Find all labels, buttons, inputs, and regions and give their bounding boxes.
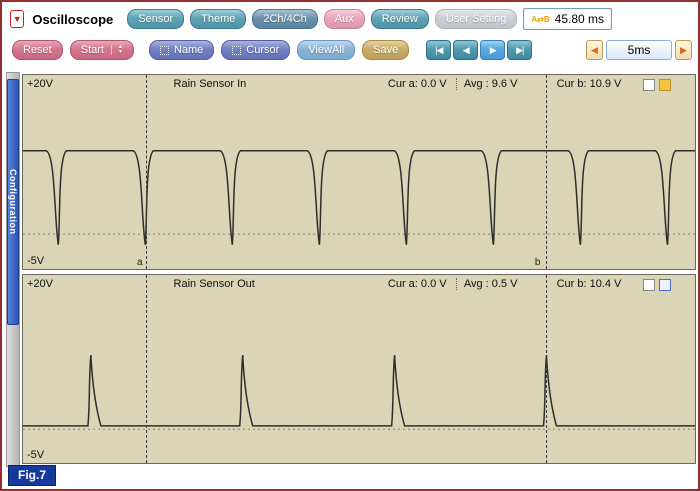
waveform-ch1	[23, 75, 695, 269]
start-button[interactable]: Start ▲▼	[70, 40, 134, 60]
oscilloscope-window: ▼ Oscilloscope Sensor Theme 2Ch/4Ch Aux …	[0, 0, 700, 491]
channel-1-cursor-a-reading: Cur a: 0.0 V	[388, 78, 447, 90]
channel-2-title: Rain Sensor Out	[174, 278, 255, 290]
app-logo-icon: ▼	[10, 10, 24, 28]
channel-1-checkbox[interactable]	[643, 79, 655, 91]
header-separator	[456, 78, 457, 90]
channel-1-average-reading: Avg : 9.6 V	[464, 78, 518, 90]
channel-mode-button[interactable]: 2Ch/4Ch	[252, 9, 317, 29]
header-separator	[456, 278, 457, 290]
user-setting-button[interactable]: User Setting	[435, 9, 518, 29]
logo-chevron-icon: ▼	[13, 15, 22, 24]
channel-1-top-voltage: +20V	[27, 78, 53, 90]
viewall-button[interactable]: ViewAll	[297, 40, 355, 60]
save-button[interactable]: Save	[362, 40, 409, 60]
step-back-button[interactable]: ◀	[453, 40, 478, 60]
name-button-label: Name	[174, 44, 203, 56]
channel-2-checkbox[interactable]	[643, 279, 655, 291]
play-forward-button[interactable]: ▶	[480, 40, 505, 60]
cursor-b-line[interactable]	[546, 275, 547, 463]
config-sidebar: Configuration	[6, 72, 20, 467]
channel-2-panel: +20V Rain Sensor Out Cur a: 0.0 V Avg : …	[22, 274, 696, 464]
channel-1-bottom-voltage: -5V	[27, 255, 44, 267]
cursor-time-value: 45.80 ms	[555, 12, 604, 26]
playback-controls: |◀ ◀ ▶ ▶|	[426, 40, 532, 60]
channel-2-top-voltage: +20V	[27, 278, 53, 290]
reset-button[interactable]: Reset	[12, 40, 63, 60]
waveform-trace	[23, 151, 695, 245]
control-toolbar: Reset Start ▲▼ Name Cursor ViewAll Save …	[12, 38, 692, 62]
cursor-time-readout: A⇄B 45.80 ms	[523, 8, 612, 30]
timebase-decrease-button[interactable]: ◀	[586, 40, 603, 60]
channel-1-title: Rain Sensor In	[174, 78, 247, 90]
cursor-button[interactable]: Cursor	[221, 40, 290, 60]
channel-1-cursor-b-reading: Cur b: 10.9 V	[557, 78, 622, 90]
app-title: Oscilloscope	[32, 12, 113, 27]
cursor-ab-delta-icon: A⇄B	[531, 15, 549, 24]
configuration-tab[interactable]: Configuration	[7, 79, 19, 325]
skip-to-start-button[interactable]: |◀	[426, 40, 451, 60]
top-toolbar: ▼ Oscilloscope Sensor Theme 2Ch/4Ch Aux …	[10, 6, 692, 32]
start-button-label: Start	[81, 44, 104, 56]
waveform-ch2	[23, 275, 695, 463]
configuration-tab-label: Configuration	[8, 169, 18, 235]
channel-1-active-indicator[interactable]	[659, 79, 671, 91]
cursor-a-line[interactable]	[146, 75, 147, 269]
channel-2-cursor-b-reading: Cur b: 10.4 V	[557, 278, 622, 290]
channel-2-average-reading: Avg : 0.5 V	[464, 278, 518, 290]
spinner-down-icon: ▼	[118, 50, 123, 55]
start-mode-spinner[interactable]: ▲▼	[111, 45, 123, 55]
channel-2-bottom-voltage: -5V	[27, 449, 44, 461]
timebase-increase-button[interactable]: ▶	[675, 40, 692, 60]
timebase-selector: ◀ 5ms ▶	[586, 40, 692, 60]
channel-2-active-indicator[interactable]	[659, 279, 671, 291]
cursor-a-label: a	[137, 257, 143, 268]
waveform-trace	[23, 355, 695, 426]
aux-button[interactable]: Aux	[324, 9, 365, 29]
cursor-a-line[interactable]	[146, 275, 147, 463]
channel-1-panel: +20V Rain Sensor In Cur a: 0.0 V Avg : 9…	[22, 74, 696, 270]
cursor-b-line[interactable]	[546, 75, 547, 269]
theme-button[interactable]: Theme	[190, 9, 246, 29]
dots-icon	[232, 46, 241, 55]
review-button[interactable]: Review	[371, 9, 429, 29]
dots-icon	[160, 46, 169, 55]
cursor-b-label: b	[535, 257, 541, 268]
cursor-button-label: Cursor	[246, 44, 279, 56]
timebase-value[interactable]: 5ms	[606, 40, 672, 60]
figure-label: Fig.7	[8, 465, 56, 486]
sensor-button[interactable]: Sensor	[127, 9, 184, 29]
channel-2-cursor-a-reading: Cur a: 0.0 V	[388, 278, 447, 290]
skip-to-end-button[interactable]: ▶|	[507, 40, 532, 60]
name-button[interactable]: Name	[149, 40, 214, 60]
